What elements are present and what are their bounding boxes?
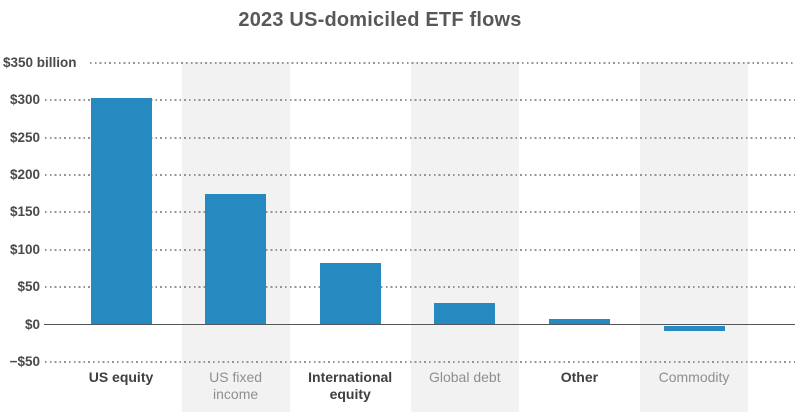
bar xyxy=(319,263,381,325)
gridline xyxy=(45,286,795,289)
x-category-label: US fixed income xyxy=(209,369,263,402)
x-category-label: Other xyxy=(560,369,599,385)
bar xyxy=(90,98,152,325)
x-category-label: Commodity xyxy=(658,369,730,385)
gridline xyxy=(45,99,795,102)
bar xyxy=(548,318,610,325)
gridline xyxy=(45,360,795,363)
gridline xyxy=(45,174,795,177)
bar xyxy=(663,325,725,332)
y-tick-label: $350 billion xyxy=(3,55,77,71)
bar xyxy=(205,193,267,325)
y-tick-label: $200 xyxy=(9,167,40,183)
y-tick-label: $300 xyxy=(9,92,40,108)
zero-axis-line xyxy=(44,323,795,326)
y-tick-label: $100 xyxy=(9,241,40,257)
gridline xyxy=(45,136,795,139)
x-category-label: Global debt xyxy=(428,369,501,385)
y-tick-label: $0 xyxy=(24,316,40,332)
gridline xyxy=(45,211,795,214)
chart-title: 2023 US-domiciled ETF flows xyxy=(238,9,522,31)
gridline xyxy=(45,248,795,251)
y-tick-label: −$50 xyxy=(9,353,40,369)
x-category-label: International equity xyxy=(308,369,393,402)
column-band xyxy=(640,62,748,412)
x-category-label: US equity xyxy=(88,369,154,385)
gridline xyxy=(90,62,795,65)
y-tick-label: $150 xyxy=(9,204,40,220)
y-tick-label: $250 xyxy=(9,129,40,145)
bar xyxy=(434,302,496,325)
y-tick-label: $50 xyxy=(17,279,40,295)
column-band xyxy=(410,62,519,412)
